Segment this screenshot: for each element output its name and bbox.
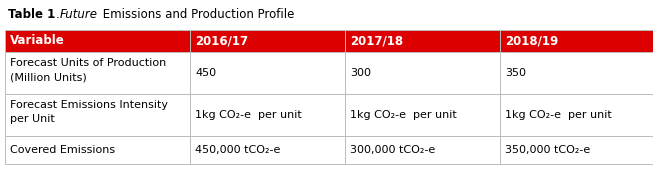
Bar (345, 136, 500, 164)
Bar (5, 30, 190, 52)
Bar (345, 52, 500, 94)
Text: 2016/17: 2016/17 (195, 34, 248, 48)
Text: 1kg CO₂-e  per unit: 1kg CO₂-e per unit (505, 110, 612, 120)
Text: Table 1: Table 1 (8, 8, 56, 21)
Bar (500, 136, 653, 164)
Bar (190, 94, 345, 136)
Text: 2018/19: 2018/19 (505, 34, 558, 48)
Text: 1kg CO₂-e  per unit: 1kg CO₂-e per unit (350, 110, 456, 120)
Text: 300: 300 (350, 68, 371, 78)
Bar (500, 30, 653, 52)
Bar (345, 94, 500, 136)
Text: 350: 350 (505, 68, 526, 78)
Text: 1kg CO₂-e  per unit: 1kg CO₂-e per unit (195, 110, 302, 120)
Bar (500, 52, 653, 94)
Text: 300,000 tCO₂-e: 300,000 tCO₂-e (350, 145, 436, 155)
Text: Forecast Units of Production
(Million Units): Forecast Units of Production (Million Un… (10, 58, 167, 82)
Text: Future: Future (59, 8, 97, 21)
Text: Forecast Emissions Intensity
per Unit: Forecast Emissions Intensity per Unit (10, 100, 168, 124)
Text: 450,000 tCO₂-e: 450,000 tCO₂-e (195, 145, 280, 155)
Bar (190, 136, 345, 164)
Text: 450: 450 (195, 68, 216, 78)
Bar (5, 136, 190, 164)
Text: Covered Emissions: Covered Emissions (10, 145, 115, 155)
Bar (5, 52, 190, 94)
Text: 2017/18: 2017/18 (350, 34, 403, 48)
Bar (190, 52, 345, 94)
Text: .: . (56, 8, 63, 21)
Text: Emissions and Production Profile: Emissions and Production Profile (99, 8, 295, 21)
Bar (345, 30, 500, 52)
Bar (190, 30, 345, 52)
Bar (5, 94, 190, 136)
Bar (500, 94, 653, 136)
Text: 350,000 tCO₂-e: 350,000 tCO₂-e (505, 145, 590, 155)
Text: Variable: Variable (10, 34, 65, 48)
